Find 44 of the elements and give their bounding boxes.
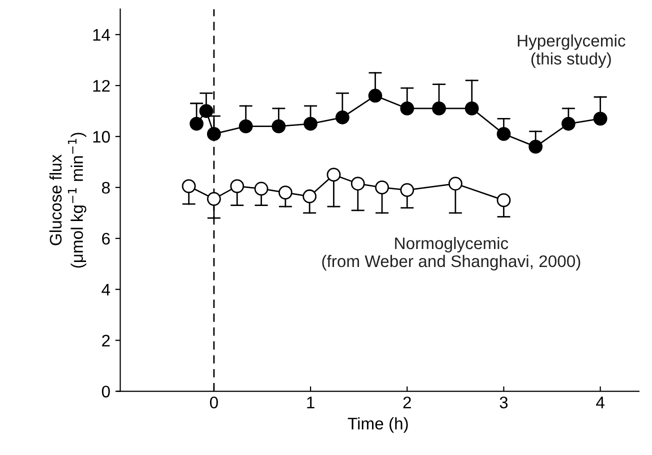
point [272, 119, 286, 134]
x-axis-title: Time (h) [348, 417, 408, 433]
annotation: Normoglycemic (from Weber and Shanghavi, 2000) [322, 236, 580, 270]
point [496, 127, 511, 141]
point [593, 112, 608, 126]
y-tick-label: 12 [93, 80, 110, 92]
point [302, 189, 317, 204]
annotation: Hyperglycemic (this study) [518, 34, 626, 68]
x-tick-label: 4 [596, 396, 604, 408]
y-tick-label: 14 [93, 29, 110, 41]
y-tick-label: 10 [93, 130, 110, 143]
point [350, 176, 365, 191]
point [207, 192, 221, 206]
point [304, 116, 318, 131]
point [375, 180, 389, 194]
x-tick-label: 2 [403, 396, 411, 408]
point [562, 116, 576, 131]
point [335, 110, 350, 124]
point [368, 88, 382, 103]
y-tick-label: 8 [102, 182, 110, 194]
point [400, 183, 414, 197]
point [199, 104, 214, 118]
point [254, 182, 268, 196]
point [400, 102, 414, 116]
point [207, 127, 221, 141]
point [230, 179, 244, 194]
point [278, 186, 292, 200]
y-tick-label: 0 [102, 386, 110, 398]
point [448, 176, 462, 191]
y-axis-title: Glucose flux (μmol kg$^{−1}$ min$^{−1}$) [49, 132, 86, 268]
y-tick-label: 2 [102, 334, 110, 346]
point [464, 102, 479, 116]
point [432, 102, 446, 116]
x-tick-label: 3 [500, 396, 508, 408]
y-tick-label: 6 [102, 232, 110, 245]
point [496, 193, 511, 208]
x-tick-label: 1 [307, 396, 314, 408]
point [528, 140, 543, 154]
x-tick-label: 0 [210, 396, 218, 408]
point [190, 116, 204, 131]
point [238, 119, 253, 134]
point [182, 179, 196, 194]
y-tick-label: 4 [102, 284, 110, 296]
point [326, 168, 341, 182]
